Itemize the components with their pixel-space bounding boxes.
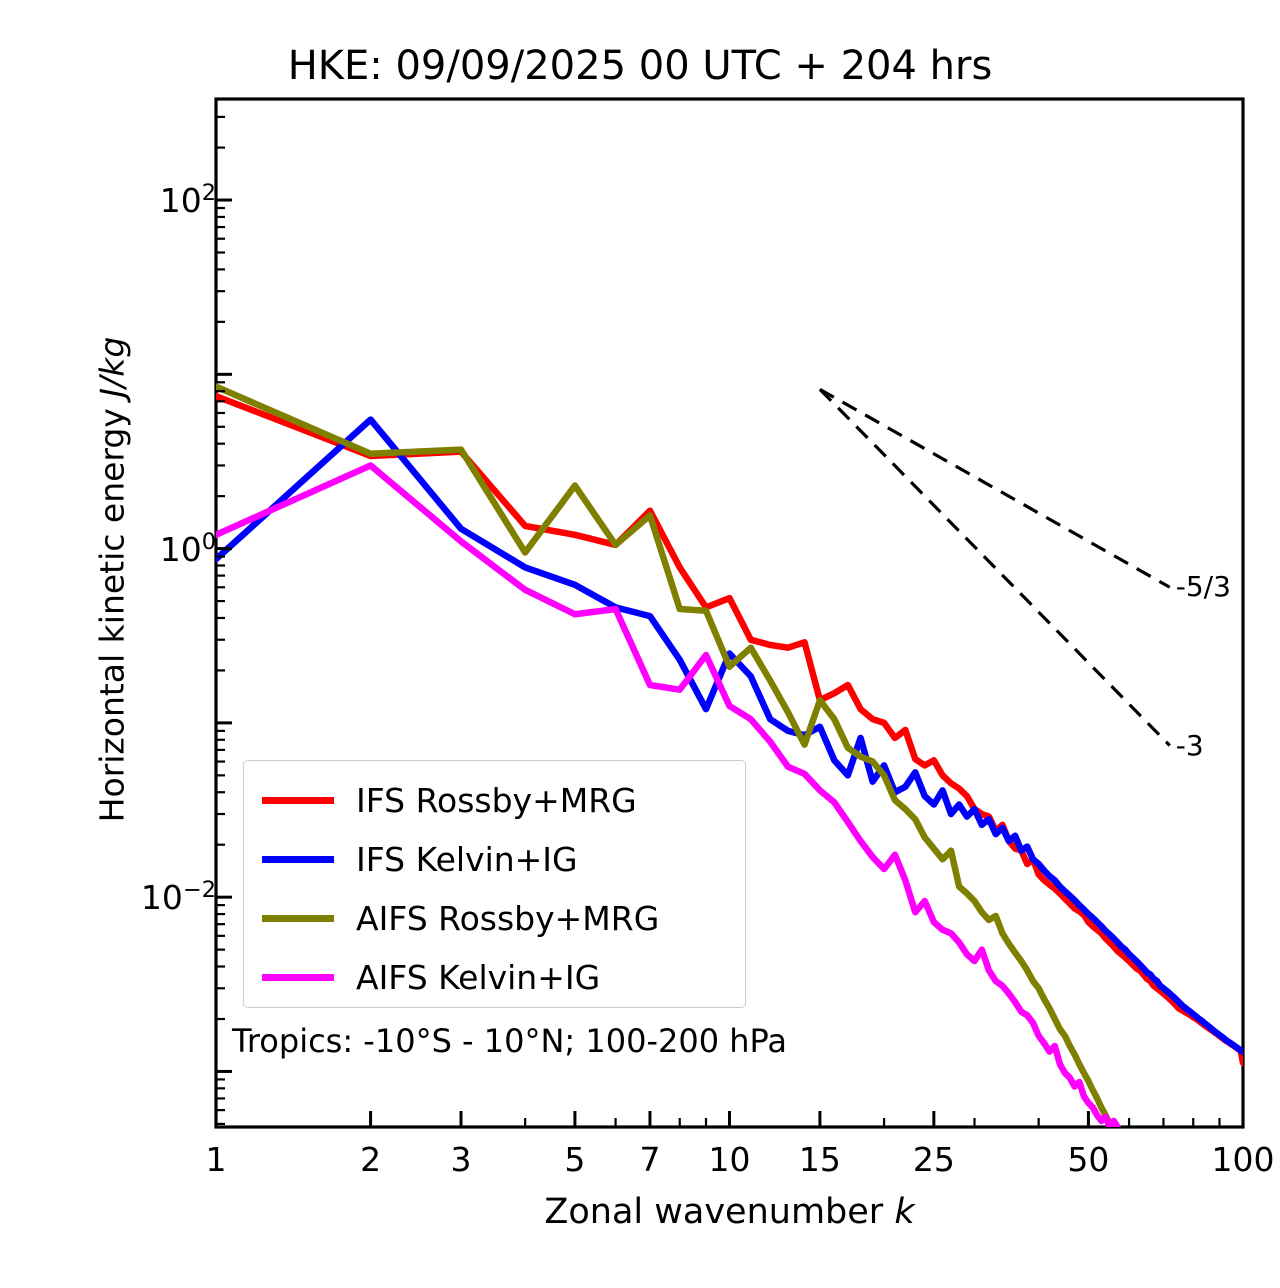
x-tick-label: 15 bbox=[798, 1140, 841, 1179]
legend-color-swatch bbox=[262, 914, 334, 922]
legend-color-swatch bbox=[262, 973, 334, 981]
slope-label: -3 bbox=[1175, 728, 1204, 762]
legend-item[interactable]: AIFS Rossby+MRG bbox=[262, 887, 659, 949]
legend-item[interactable]: IFS Kelvin+IG bbox=[262, 828, 578, 890]
legend-color-swatch bbox=[262, 796, 334, 804]
legend-item[interactable]: IFS Rossby+MRG bbox=[262, 769, 637, 831]
y-tick-label: 10−2 bbox=[140, 877, 216, 918]
series-line bbox=[216, 383, 1118, 1127]
slope-reference-line bbox=[818, 388, 1171, 747]
legend-item-label: IFS Rossby+MRG bbox=[356, 780, 637, 820]
series-line bbox=[216, 462, 1122, 1127]
region-annotation: Tropics: -10°S - 10°N; 100-200 hPa bbox=[232, 1022, 787, 1060]
series-line bbox=[216, 416, 1243, 1056]
legend-item-label: AIFS Kelvin+IG bbox=[356, 957, 601, 997]
x-tick-label: 10 bbox=[708, 1140, 751, 1179]
x-tick-label: 50 bbox=[1067, 1140, 1110, 1179]
x-axis-label-text: Zonal wavenumber bbox=[544, 1192, 895, 1232]
x-tick-label: 7 bbox=[639, 1140, 661, 1179]
legend: IFS Rossby+MRG IFS Kelvin+IG AIFS Rossby+M… bbox=[243, 760, 746, 1008]
x-tick-label: 25 bbox=[912, 1140, 955, 1179]
slope-reference-line bbox=[819, 387, 1171, 589]
x-axis-label-symbol: k bbox=[894, 1192, 915, 1232]
x-tick-label: 5 bbox=[564, 1140, 586, 1179]
legend-item-label: IFS Kelvin+IG bbox=[356, 839, 578, 879]
y-tick-label: 100 bbox=[159, 528, 216, 569]
x-tick-label: 1 bbox=[205, 1140, 227, 1179]
slope-label: -5/3 bbox=[1175, 570, 1231, 604]
chart-title: HKE: 09/09/2025 00 UTC + 204 hrs bbox=[287, 43, 993, 89]
legend-item[interactable]: AIFS Kelvin+IG bbox=[262, 946, 600, 1008]
legend-color-swatch bbox=[262, 855, 334, 863]
y-tick-label: 102 bbox=[159, 180, 216, 221]
x-tick-label: 2 bbox=[360, 1140, 382, 1179]
legend-item-label: AIFS Rossby+MRG bbox=[356, 898, 660, 938]
x-tick-label: 3 bbox=[450, 1140, 472, 1179]
x-axis-label: Zonal wavenumber k bbox=[216, 1192, 1243, 1232]
x-tick-label: 100 bbox=[1211, 1140, 1275, 1179]
